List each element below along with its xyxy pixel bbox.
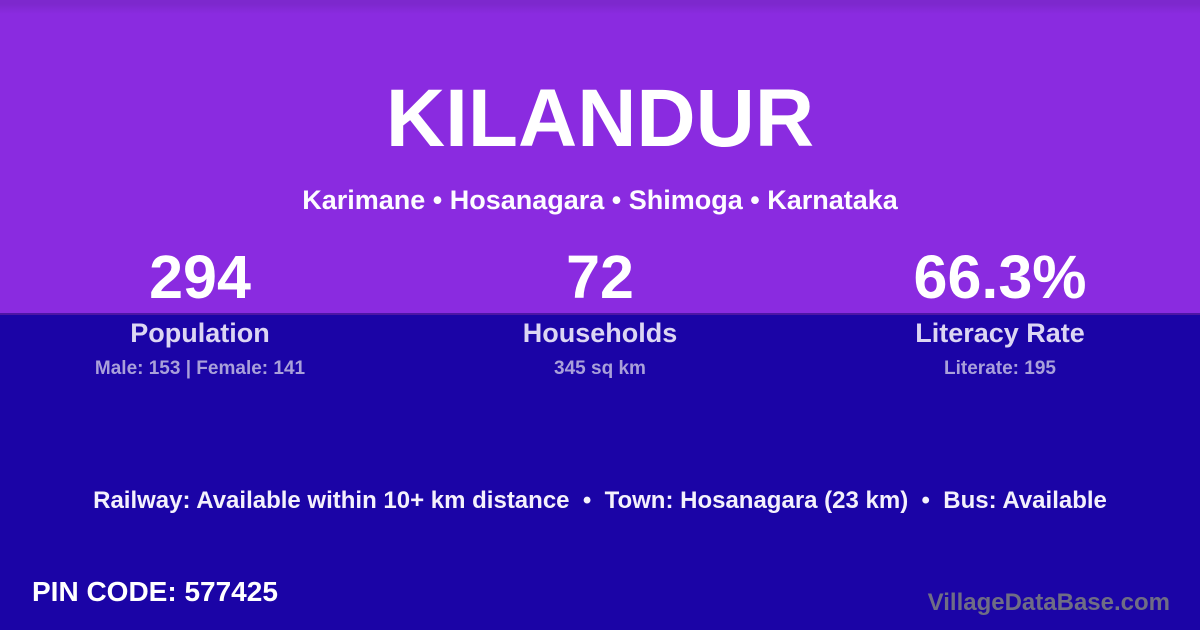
location-breadcrumb: Karimane • Hosanagara • Shimoga • Karnat…	[302, 185, 898, 215]
stat-literacy: 66.3% Literacy Rate Literate: 195	[800, 240, 1200, 381]
population-label: Population	[130, 318, 270, 348]
households-label: Households	[522, 318, 678, 348]
literacy-rate-label: Literacy Rate	[915, 318, 1085, 348]
stat-population: 294 Population Male: 153 | Female: 141	[0, 240, 400, 381]
population-gender-detail: Male: 153 | Female: 141	[94, 358, 306, 379]
literacy-rate-value: 66.3%	[913, 243, 1087, 311]
literate-count-detail: Literate: 195	[944, 358, 1056, 379]
pin-code-label: PIN CODE: 577425	[32, 576, 278, 607]
village-name-title: KILANDUR	[385, 73, 815, 164]
site-watermark: VillageDataBase.com	[927, 589, 1170, 616]
households-value: 72	[566, 243, 634, 311]
stats-row: 294 Population Male: 153 | Female: 141 7…	[0, 240, 1200, 381]
stat-households: 72 Households 345 sq km	[400, 240, 800, 381]
area-detail: 345 sq km	[554, 358, 646, 379]
population-value: 294	[149, 243, 251, 311]
header-section	[0, 0, 1200, 315]
details-section	[0, 315, 1200, 630]
transport-availability-line: Railway: Available within 10+ km distanc…	[93, 487, 1107, 514]
